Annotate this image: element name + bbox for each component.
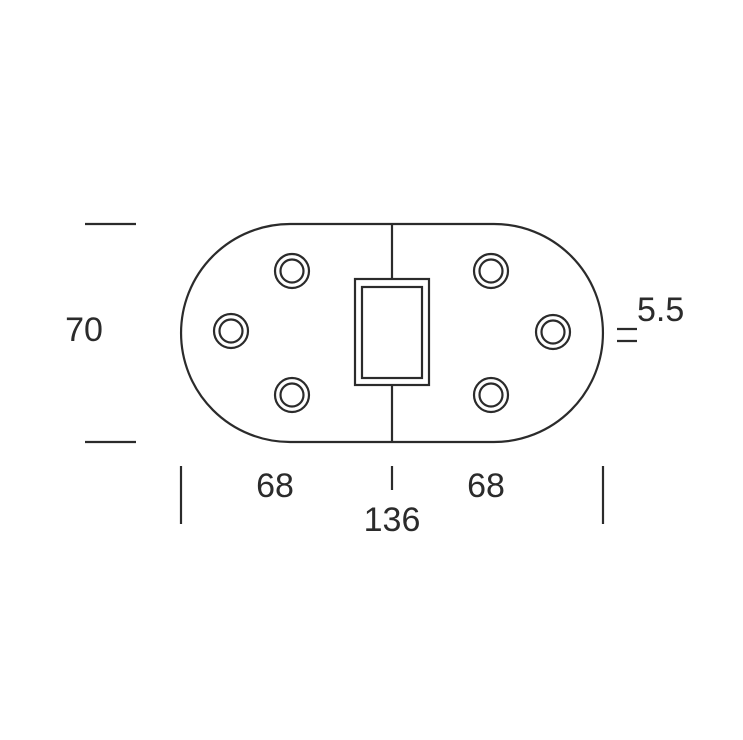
screw-hole-right-middle — [534, 313, 572, 351]
knuckle-outer — [353, 277, 431, 387]
knuckle-inner — [360, 285, 424, 380]
screw-hole-left-middle — [212, 312, 250, 350]
height-label: 70 — [65, 311, 103, 349]
screw-hole-left-top — [273, 252, 311, 290]
screw-hole-left-bottom — [273, 376, 311, 414]
screw-hole-right-top — [472, 252, 510, 290]
thickness-label: 5.5 — [637, 291, 684, 329]
left-width-label: 68 — [256, 467, 294, 505]
screw-hole-right-bottom — [472, 376, 510, 414]
total-width-label: 136 — [364, 501, 421, 539]
hinge-outline — [179, 222, 605, 444]
right-width-label: 68 — [467, 467, 505, 505]
